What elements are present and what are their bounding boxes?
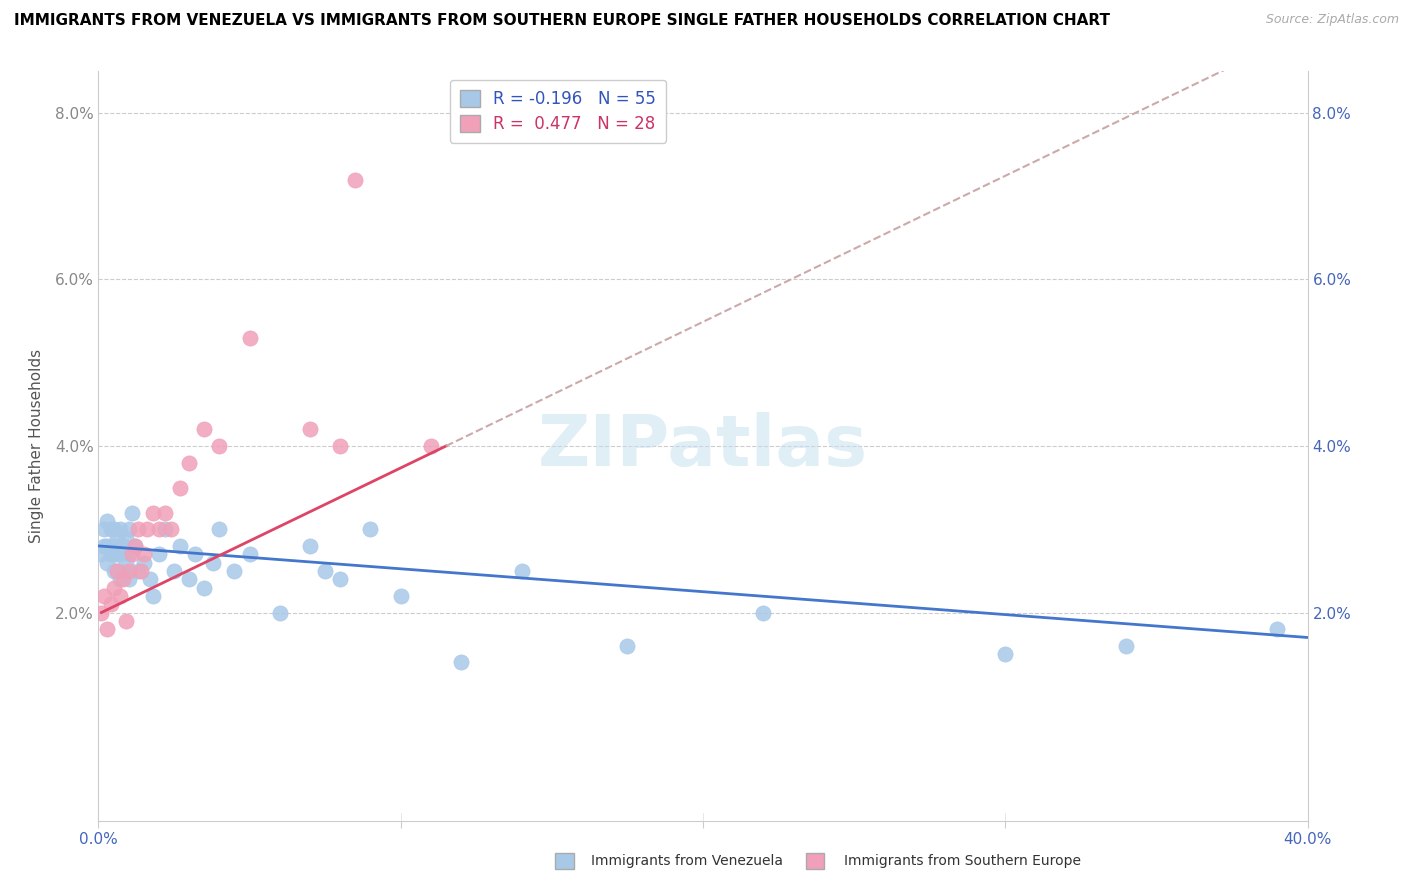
Point	[269, 606, 291, 620]
Y-axis label: Single Father Households: Single Father Households	[28, 349, 44, 543]
Point	[132, 547, 155, 561]
Point	[139, 572, 162, 586]
Point	[163, 564, 186, 578]
Point	[93, 539, 115, 553]
Point	[118, 522, 141, 536]
Point	[450, 656, 472, 670]
Point	[132, 556, 155, 570]
Point	[239, 547, 262, 561]
Point	[329, 439, 352, 453]
Point	[153, 506, 176, 520]
Point	[108, 589, 131, 603]
Point	[148, 522, 170, 536]
Point	[994, 647, 1017, 661]
Point	[179, 572, 201, 586]
Point	[103, 547, 125, 561]
Point	[111, 572, 134, 586]
Point	[329, 572, 352, 586]
Point	[314, 564, 336, 578]
Point	[127, 522, 149, 536]
Point	[121, 506, 143, 520]
Text: Source: ZipAtlas.com: Source: ZipAtlas.com	[1265, 13, 1399, 27]
Point	[184, 547, 207, 561]
Point	[105, 531, 128, 545]
Point	[169, 539, 191, 553]
Point	[142, 506, 165, 520]
Legend: R = -0.196   N = 55, R =  0.477   N = 28: R = -0.196 N = 55, R = 0.477 N = 28	[450, 79, 666, 143]
Point	[118, 572, 141, 586]
Point	[118, 564, 141, 578]
Point	[224, 564, 246, 578]
Point	[96, 539, 118, 553]
Point	[193, 581, 215, 595]
Point	[510, 564, 533, 578]
Point	[124, 539, 146, 553]
Point	[103, 564, 125, 578]
Point	[208, 439, 231, 453]
Point	[93, 589, 115, 603]
Point	[114, 531, 136, 545]
Point	[129, 564, 152, 578]
Point	[344, 172, 367, 186]
Point	[118, 547, 141, 561]
Point	[108, 572, 131, 586]
Point	[208, 522, 231, 536]
Point	[114, 556, 136, 570]
Point	[169, 481, 191, 495]
Point	[616, 639, 638, 653]
Point	[100, 547, 122, 561]
Point	[100, 522, 122, 536]
Point	[299, 539, 322, 553]
Point	[360, 522, 382, 536]
Point	[752, 606, 775, 620]
Point	[160, 522, 183, 536]
Point	[100, 597, 122, 611]
Point	[148, 547, 170, 561]
Point	[103, 522, 125, 536]
Point	[121, 547, 143, 561]
Point	[153, 522, 176, 536]
Point	[193, 422, 215, 436]
Point	[389, 589, 412, 603]
Point	[108, 547, 131, 561]
Point	[202, 556, 225, 570]
Point	[114, 614, 136, 628]
Point	[105, 564, 128, 578]
Point	[105, 547, 128, 561]
Point	[111, 564, 134, 578]
Point	[124, 539, 146, 553]
Point	[299, 422, 322, 436]
Point	[108, 522, 131, 536]
Text: Immigrants from Venezuela: Immigrants from Venezuela	[591, 854, 783, 868]
Point	[103, 539, 125, 553]
Point	[135, 522, 157, 536]
Point	[105, 564, 128, 578]
Point	[111, 539, 134, 553]
Point	[93, 522, 115, 536]
Text: ZIPatlas: ZIPatlas	[538, 411, 868, 481]
Point	[103, 581, 125, 595]
Text: IMMIGRANTS FROM VENEZUELA VS IMMIGRANTS FROM SOUTHERN EUROPE SINGLE FATHER HOUSE: IMMIGRANTS FROM VENEZUELA VS IMMIGRANTS …	[14, 13, 1111, 29]
Point	[239, 331, 262, 345]
Point	[90, 606, 112, 620]
Point	[142, 589, 165, 603]
Point	[90, 547, 112, 561]
Point	[127, 564, 149, 578]
Point	[1267, 622, 1289, 636]
Point	[179, 456, 201, 470]
Point	[420, 439, 443, 453]
Point	[96, 514, 118, 528]
Point	[96, 556, 118, 570]
Text: Immigrants from Southern Europe: Immigrants from Southern Europe	[844, 854, 1081, 868]
Point	[1115, 639, 1137, 653]
Point	[96, 622, 118, 636]
